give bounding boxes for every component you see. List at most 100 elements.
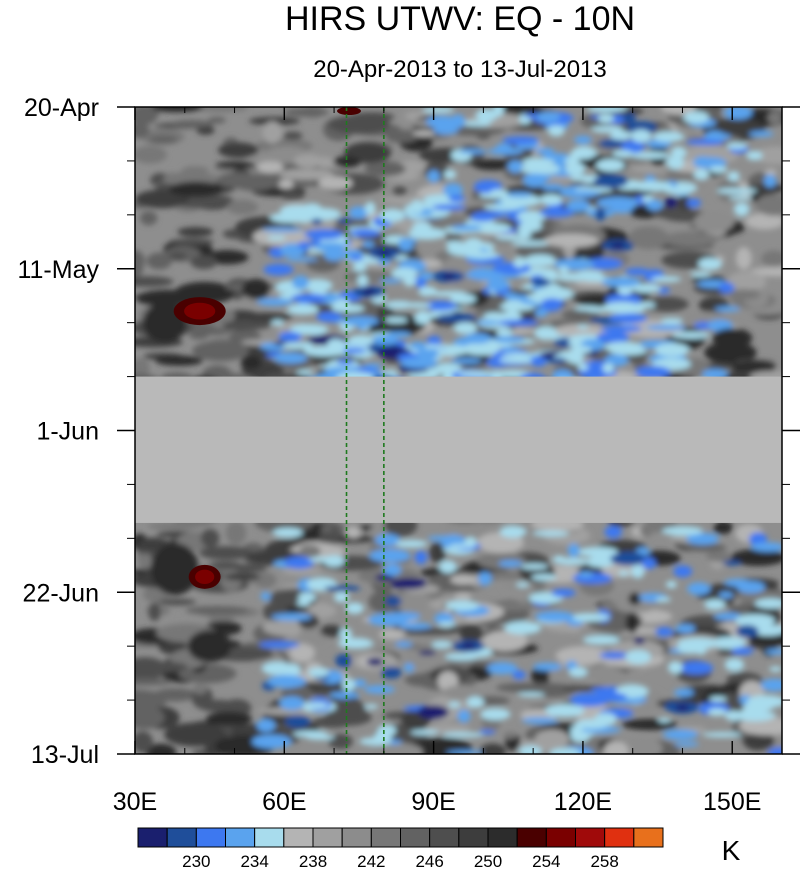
cold-contour [769,666,782,672]
cold-contour [305,735,335,740]
contour-cell [241,312,293,322]
cold-core-center [441,273,456,280]
contour-cell [753,146,782,165]
cold-contour [418,272,435,280]
cold-contour [471,222,512,234]
cold-contour [398,237,418,244]
colorbar-swatch [400,827,431,848]
contour-cell [639,524,654,537]
cold-contour [677,637,719,649]
cold-contour [258,641,300,649]
cold-contour [754,598,782,609]
cold-contour [591,126,624,133]
contour-cell [262,121,283,144]
cold-contour [675,624,696,634]
cold-contour [722,560,742,566]
cold-contour [359,737,392,746]
cold-contour [499,525,527,538]
contour-cell [713,520,733,535]
cold-contour [256,298,294,306]
contour-cell [148,602,161,622]
cold-contour [595,207,606,221]
contour-cell [208,561,243,570]
contour-cell [205,711,253,727]
cold-contour [518,745,543,754]
contour-cell [333,156,361,168]
contour-cell [630,165,666,172]
contour-cell [694,210,735,233]
cold-contour [445,600,479,611]
cold-contour [304,229,344,240]
contour-cell [640,692,658,710]
cold-contour [260,592,271,601]
cold-contour [507,160,524,173]
cold-contour [496,328,513,337]
cold-contour [608,313,648,324]
contour-cell [135,107,158,126]
cold-contour [512,670,526,680]
cold-contour [734,202,750,217]
cold-contour [577,325,589,330]
cold-contour [513,256,526,268]
cold-contour [686,532,719,545]
cold-contour [551,588,576,597]
cold-contour [693,169,710,180]
cold-contour [476,320,500,325]
cold-contour [403,303,433,309]
cold-contour [664,196,678,209]
cold-contour [504,621,542,635]
cold-contour [502,136,540,145]
contour-cell [378,629,406,640]
cold-contour [498,356,538,364]
cold-contour [269,212,308,223]
cold-contour [301,203,323,215]
cold-contour [375,533,401,547]
cold-contour [610,131,631,141]
colorbar-swatch [341,827,372,848]
cold-contour [446,750,484,754]
contour-cell [217,142,259,158]
cold-contour [532,530,569,537]
cold-contour [350,228,381,237]
cold-contour [570,345,592,354]
cold-contour [487,147,524,155]
cold-contour [570,729,590,743]
cold-contour [395,539,428,548]
contour-cell [135,276,174,288]
cold-contour [366,658,383,666]
cold-contour [430,290,466,297]
cold-contour [464,333,492,344]
contour-cell [190,255,218,270]
cold-contour [500,311,522,322]
cold-core-center [675,704,690,711]
cold-contour [384,317,408,324]
plot-area [135,107,782,754]
cold-contour [750,624,782,636]
cold-contour [718,282,735,294]
y-tick-label: 22-Jun [23,579,99,607]
contour-cell [164,722,226,747]
cold-contour [596,331,630,343]
contour-cell [282,131,303,140]
contour-cell [135,678,173,686]
cold-contour [765,649,782,655]
cold-contour [549,747,581,754]
contour-cell [730,549,782,567]
contour-cell [755,194,782,216]
cold-contour [418,650,437,656]
cold-contour [423,300,457,311]
contour-cell [368,590,399,613]
cold-contour [621,139,645,154]
cold-contour [287,303,319,315]
contour-cell [168,238,215,246]
cold-contour [380,666,402,679]
cold-contour [267,235,286,241]
cold-contour [708,165,728,174]
cold-contour [645,324,687,331]
contour-cell [661,107,697,115]
colorbar-swatch [545,827,576,848]
cold-contour [267,675,307,688]
cold-contour [362,241,375,248]
cold-contour [443,183,463,198]
